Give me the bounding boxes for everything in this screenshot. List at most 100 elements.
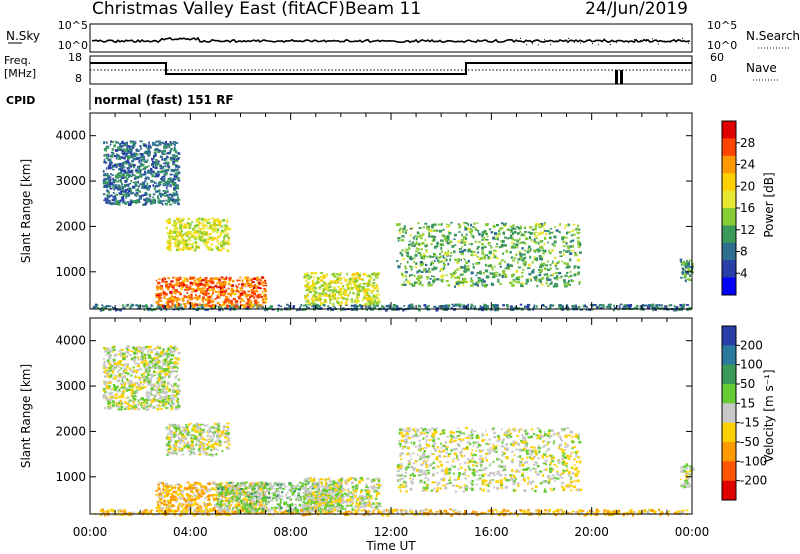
- velocity-cell: [629, 509, 631, 513]
- power-cell: [559, 306, 562, 308]
- power-cell: [527, 231, 531, 234]
- power-cell: [163, 153, 167, 155]
- power-cell: [512, 224, 515, 227]
- velocity-cell: [143, 372, 146, 376]
- power-cell: [214, 290, 218, 293]
- power-cell: [421, 262, 425, 266]
- velocity-cell: [140, 404, 143, 406]
- velocity-cell: [155, 354, 159, 357]
- power-cell: [122, 193, 126, 196]
- power-cell: [346, 294, 350, 297]
- power-cell: [224, 307, 228, 310]
- power-cell: [357, 290, 360, 294]
- power-cell: [346, 286, 350, 290]
- power-cell: [396, 223, 399, 226]
- power-cell: [544, 223, 546, 226]
- power-cell: [500, 260, 502, 263]
- power-cell: [177, 302, 180, 305]
- power-cell: [530, 279, 532, 282]
- power-cell: [323, 299, 326, 302]
- power-cell: [425, 270, 429, 273]
- velocity-cell: [302, 510, 304, 513]
- power-cell: [481, 250, 485, 253]
- velocity-cell: [140, 353, 144, 356]
- power-cell: [126, 195, 129, 198]
- power-cell: [108, 308, 112, 311]
- power-cell: [419, 280, 422, 283]
- velocity-cell: [128, 354, 133, 356]
- velocity-cell: [104, 360, 107, 363]
- power-cell: [537, 241, 540, 245]
- power-cell: [261, 300, 265, 302]
- power-cell: [196, 287, 199, 291]
- power-cell: [264, 289, 267, 293]
- power-cell: [462, 283, 465, 287]
- power-cell: [543, 224, 545, 227]
- power-cell: [569, 270, 572, 273]
- power-cell: [216, 286, 219, 289]
- velocity-cell: [133, 376, 136, 379]
- power-cell: [190, 236, 194, 239]
- power-cell: [130, 153, 134, 156]
- velocity-cell: [117, 408, 121, 411]
- velocity-cell: [281, 511, 285, 514]
- power-cell: [148, 198, 152, 202]
- power-cell: [178, 247, 181, 251]
- power-cell: [462, 304, 466, 307]
- velocity-cell: [144, 509, 148, 511]
- power-cell: [372, 304, 375, 306]
- power-cell: [417, 248, 420, 251]
- power-cell: [139, 145, 142, 147]
- power-cell: [421, 234, 424, 237]
- power-cell: [485, 239, 489, 241]
- velocity-cell: [121, 373, 123, 376]
- power-cell: [178, 291, 181, 294]
- power-cell: [177, 240, 181, 244]
- velocity-cell: [127, 349, 130, 352]
- power-cell: [351, 278, 354, 280]
- power-cell: [532, 268, 535, 271]
- power-cell: [118, 179, 120, 182]
- power-cell: [350, 298, 353, 301]
- velocity-cell: [162, 376, 167, 379]
- power-cell: [548, 252, 552, 255]
- power-cell: [338, 273, 341, 277]
- power-cell: [152, 196, 154, 199]
- power-cell: [164, 292, 168, 296]
- power-cell: [181, 286, 184, 289]
- power-cell: [515, 277, 519, 281]
- power-cell: [155, 173, 158, 176]
- velocity-cell: [102, 388, 106, 391]
- velocity-cell: [172, 388, 175, 391]
- velocity-cell: [110, 388, 113, 391]
- power-cell: [360, 305, 363, 308]
- power-cell: [173, 285, 175, 289]
- power-cell: [241, 304, 244, 307]
- power-cell: [507, 228, 510, 231]
- velocity-cell: [177, 406, 180, 409]
- power-cell: [549, 283, 553, 285]
- power-cell: [102, 182, 106, 185]
- power-cell: [158, 180, 162, 184]
- power-cell: [127, 193, 131, 196]
- velocity-cell: [164, 392, 168, 395]
- velocity-cell: [133, 401, 136, 404]
- power-cell: [145, 147, 150, 149]
- power-cell: [542, 252, 545, 255]
- power-cell: [196, 303, 200, 307]
- power-cell: [675, 306, 679, 309]
- power-cell: [190, 221, 194, 224]
- power-cell: [202, 226, 206, 230]
- velocity-cell: [99, 513, 103, 516]
- power-cell: [416, 231, 420, 235]
- power-cell: [179, 222, 183, 224]
- velocity-cell: [219, 436, 221, 439]
- power-cell: [517, 239, 519, 242]
- velocity-cell: [155, 362, 159, 365]
- velocity-cell: [151, 367, 153, 369]
- power-cell: [172, 169, 175, 172]
- power-cell: [411, 244, 415, 247]
- power-cell: [161, 158, 164, 161]
- velocity-cell: [109, 374, 113, 378]
- velocity-cell: [114, 402, 117, 404]
